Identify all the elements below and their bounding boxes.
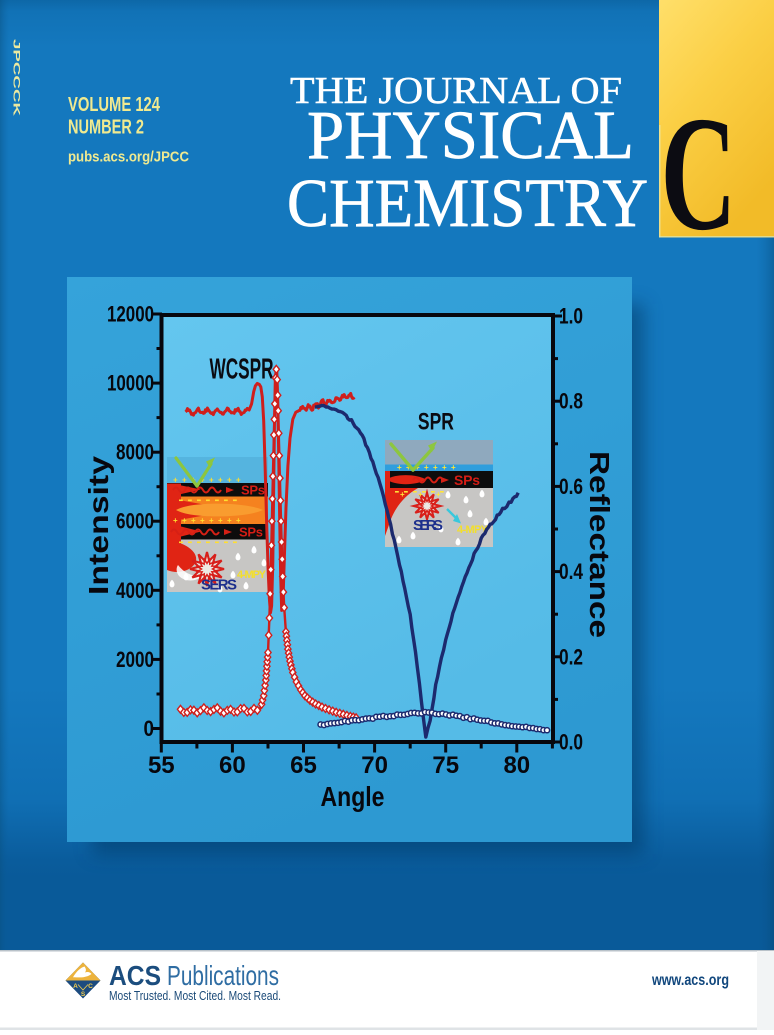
svg-text:+: + [218, 476, 223, 485]
svg-text:www.acs.org: www.acs.org [651, 972, 729, 989]
svg-text:SPR: SPR [418, 409, 454, 436]
svg-text:0.6: 0.6 [559, 474, 583, 499]
svg-text:+: + [209, 516, 214, 525]
svg-text:+: + [182, 476, 187, 485]
svg-text:A: A [73, 983, 78, 990]
svg-text:2000: 2000 [116, 647, 154, 672]
svg-text:75: 75 [432, 752, 459, 779]
svg-text:1.0: 1.0 [559, 304, 583, 329]
svg-text:+: + [236, 516, 241, 525]
svg-text:0.0: 0.0 [559, 730, 583, 755]
svg-text:SPs: SPs [239, 525, 263, 540]
svg-text:JPCCCK: JPCCCK [11, 39, 22, 116]
svg-text:+: + [182, 516, 187, 525]
svg-text:Publications: Publications [167, 960, 279, 991]
svg-text:WCSPR: WCSPR [210, 353, 274, 385]
svg-text:Most Trusted. Most Cited. Most: Most Trusted. Most Cited. Most Read. [109, 988, 281, 1003]
svg-text:ACS: ACS [109, 960, 161, 991]
svg-text:+: + [442, 463, 447, 472]
svg-text:+: + [433, 463, 438, 472]
svg-text:+: + [436, 490, 441, 499]
svg-text:C: C [661, 82, 737, 264]
svg-text:+: + [173, 476, 178, 485]
svg-text:+: + [418, 490, 423, 499]
svg-text:0.2: 0.2 [559, 644, 583, 669]
svg-text:Intensity: Intensity [83, 455, 114, 595]
svg-text:60: 60 [219, 752, 246, 779]
svg-text:+: + [218, 516, 223, 525]
svg-text:SPs: SPs [241, 483, 265, 498]
svg-text:SERS: SERS [413, 517, 443, 534]
svg-text:6000: 6000 [116, 509, 154, 534]
svg-text:+: + [451, 463, 456, 472]
svg-text:+: + [227, 516, 232, 525]
svg-text:70: 70 [361, 752, 388, 779]
svg-text:+: + [209, 476, 214, 485]
svg-text:Reflectance: Reflectance [584, 451, 615, 638]
svg-text:PHYSICAL: PHYSICAL [307, 97, 634, 173]
svg-text:SPs: SPs [454, 472, 480, 488]
svg-text:Angle: Angle [321, 781, 385, 812]
svg-text:0.8: 0.8 [559, 389, 583, 414]
svg-text:+: + [200, 516, 205, 525]
svg-text:CHEMISTRY: CHEMISTRY [287, 165, 648, 241]
svg-text:12000: 12000 [107, 302, 154, 327]
svg-text:55: 55 [148, 752, 175, 779]
svg-text:S: S [81, 991, 86, 998]
svg-text:4-MPY: 4-MPY [457, 524, 489, 536]
svg-text:80: 80 [503, 752, 530, 779]
svg-text:0: 0 [144, 716, 155, 741]
svg-text:+: + [173, 516, 178, 525]
svg-text:NUMBER 2: NUMBER 2 [68, 117, 144, 139]
svg-text:65: 65 [290, 752, 317, 779]
svg-text:+: + [227, 476, 232, 485]
svg-text:4-MPY: 4-MPY [237, 569, 267, 581]
svg-text:8000: 8000 [116, 440, 154, 465]
svg-text:VOLUME 124: VOLUME 124 [68, 94, 161, 116]
svg-text:+: + [400, 490, 405, 499]
svg-text:+: + [397, 463, 402, 472]
svg-text:+: + [424, 463, 429, 472]
svg-text:THE JOURNAL OF: THE JOURNAL OF [290, 70, 622, 112]
svg-text:+: + [191, 516, 196, 525]
svg-text:4000: 4000 [116, 578, 154, 603]
svg-text:10000: 10000 [107, 371, 154, 396]
svg-text:+: + [236, 476, 241, 485]
svg-text:C: C [88, 983, 93, 990]
svg-text:0.4: 0.4 [559, 559, 584, 584]
svg-text:pubs.acs.org/JPCC: pubs.acs.org/JPCC [68, 149, 189, 166]
svg-text:SERS: SERS [201, 577, 237, 594]
svg-text:+: + [406, 463, 411, 472]
